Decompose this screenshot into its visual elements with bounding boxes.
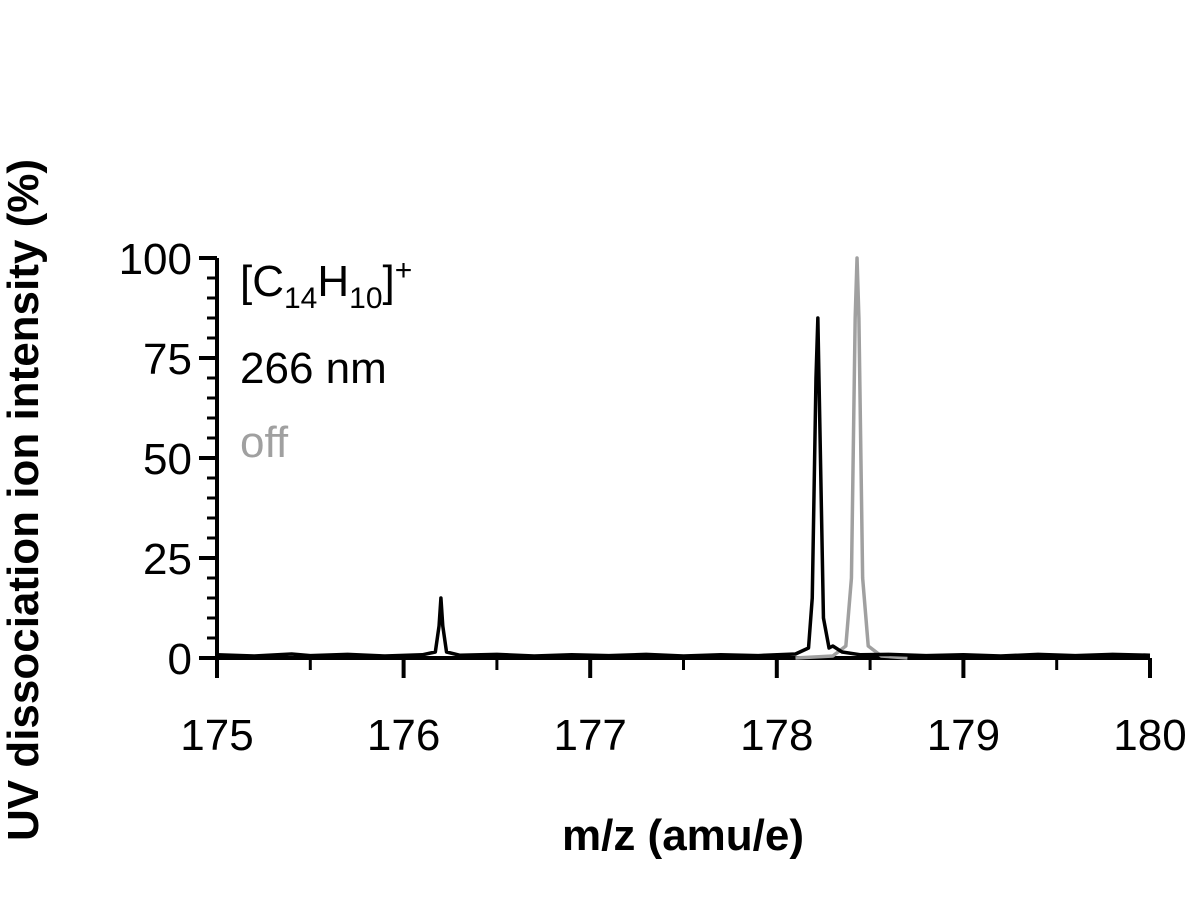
legend-entry: off — [240, 418, 289, 467]
annotation: [C14H10]+ — [240, 254, 412, 315]
x-tick-label: 178 — [740, 711, 813, 760]
annotation-part: ] — [383, 257, 395, 306]
x-tick-label: 180 — [1113, 711, 1186, 760]
annotation-part: [C — [240, 257, 284, 306]
x-tick-label: 175 — [180, 711, 253, 760]
x-axis-title: m/z (amu/e) — [562, 811, 804, 860]
x-tick-label: 176 — [367, 711, 440, 760]
x-tick-label: 177 — [553, 711, 626, 760]
x-tick-label: 179 — [927, 711, 1000, 760]
y-tick-label: 75 — [143, 335, 192, 384]
annotation-sub: 14 — [284, 282, 317, 315]
y-tick-label: 100 — [119, 235, 192, 284]
y-tick-label: 0 — [168, 635, 192, 684]
y-tick-label: 25 — [143, 535, 192, 584]
annotation-sup: + — [395, 254, 413, 287]
y-tick-label: 50 — [143, 435, 192, 484]
y-axis-title: UV dissociation ion intensity (%) — [0, 159, 48, 841]
series-line — [216, 316, 1151, 658]
legend-entry: 266 nm — [240, 344, 387, 393]
annotation-part: H — [317, 257, 349, 306]
series-line — [795, 256, 908, 660]
annotation-sub: 10 — [349, 282, 382, 315]
